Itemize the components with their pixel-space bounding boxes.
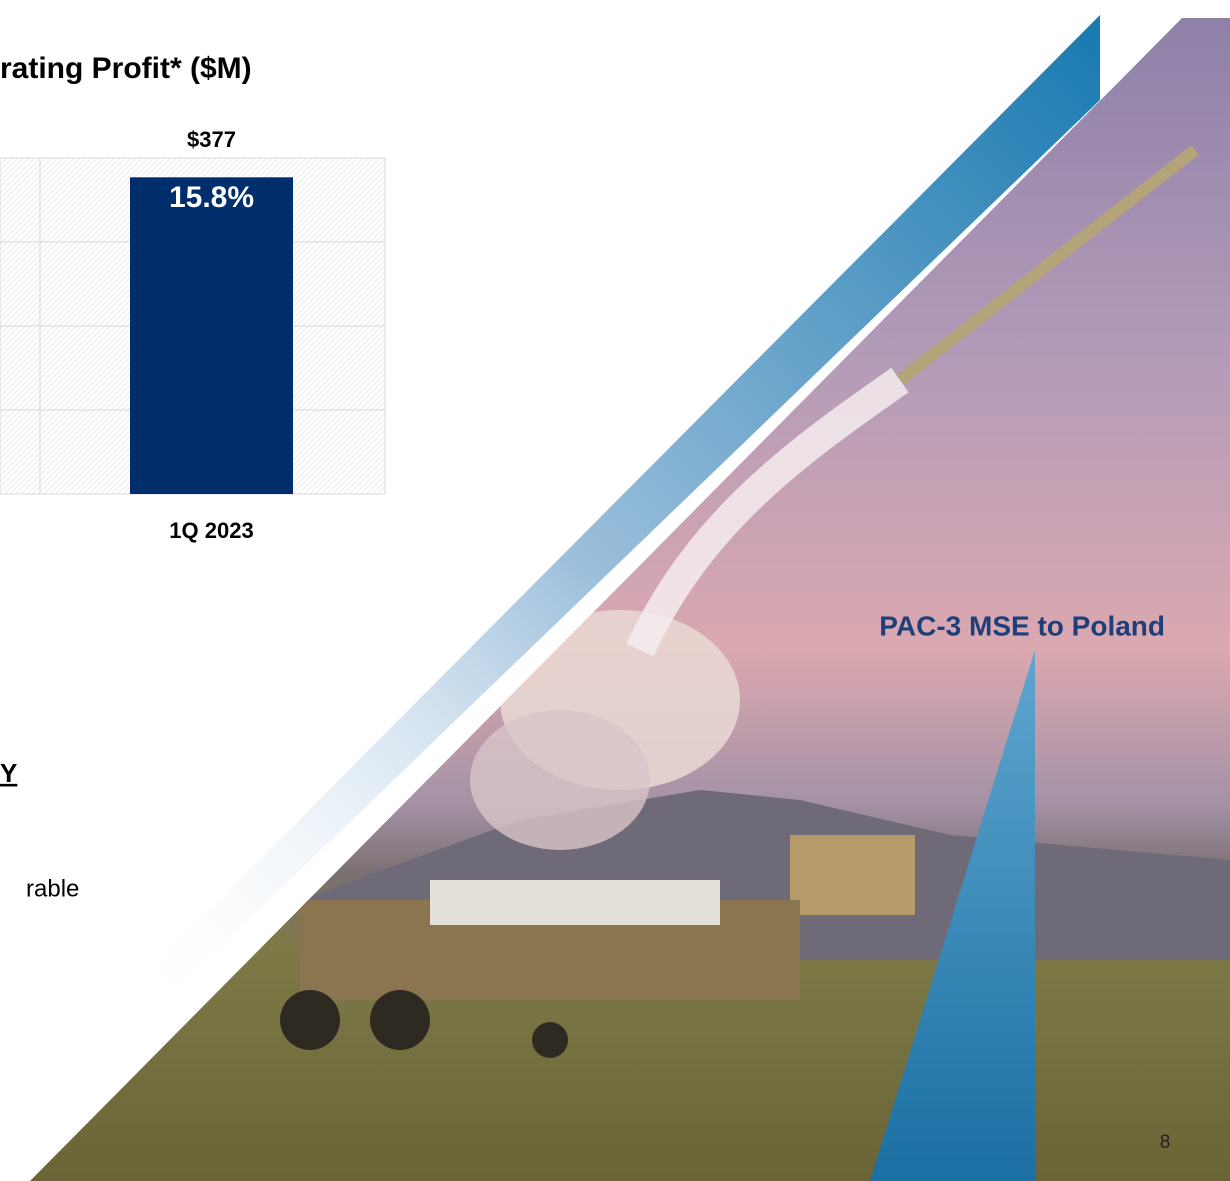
accent-stripe-lower <box>870 650 1035 1181</box>
caption: PAC-3 MSE to Poland <box>879 610 1165 641</box>
value-label: $377 <box>187 127 236 152</box>
bar <box>130 177 293 494</box>
accent-stripe <box>120 15 1100 1000</box>
body-text: rable <box>26 875 79 902</box>
bar-annotation: 15.8% <box>169 181 254 214</box>
chart-title: rating Profit* ($M) <box>0 52 252 85</box>
chart: rating Profit* ($M) 1Q 2023 $377 15.8% <box>0 52 386 543</box>
heading: Y <box>0 758 17 788</box>
page-number: 8 <box>1160 1132 1171 1153</box>
x-tick-label: 1Q 2023 <box>169 518 253 543</box>
